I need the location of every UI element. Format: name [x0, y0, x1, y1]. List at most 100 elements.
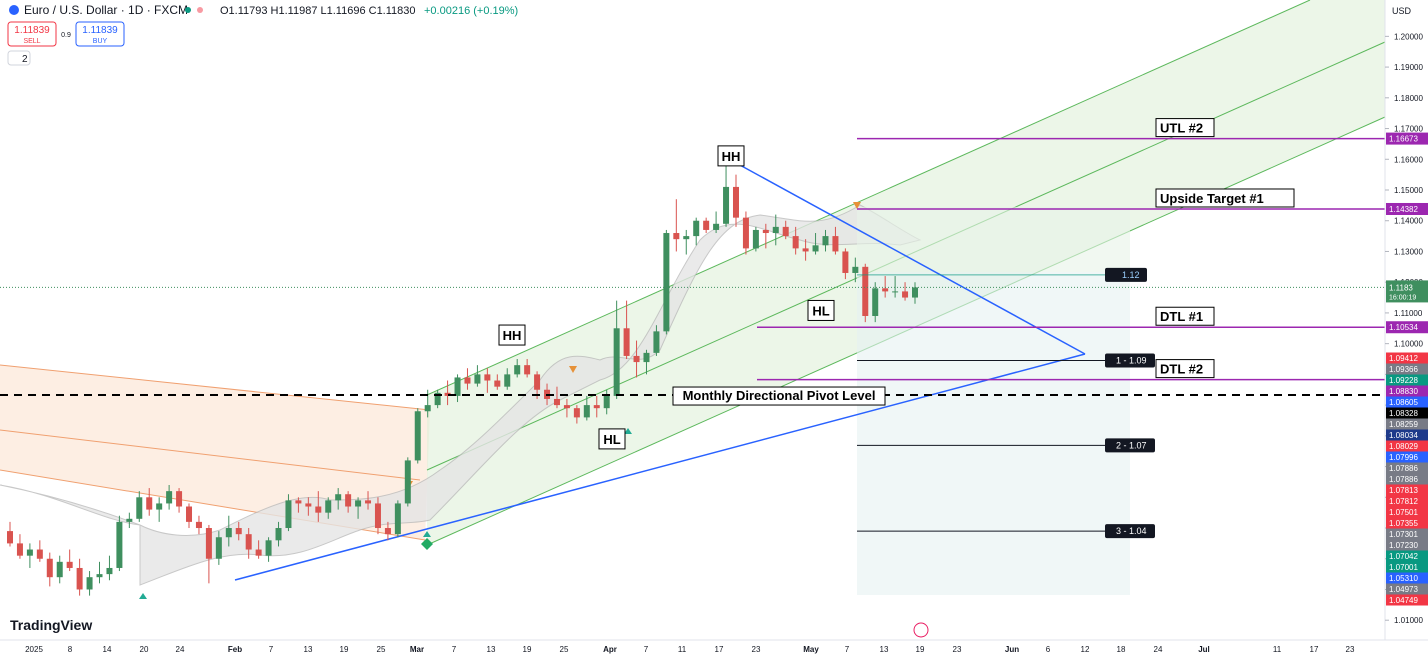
candle-body: [166, 491, 173, 504]
x-tick-label: 19: [340, 645, 349, 654]
candle-body: [494, 380, 501, 387]
x-tick-label: 18: [1117, 645, 1126, 654]
x-tick-label: 17: [715, 645, 724, 654]
x-tick-label: 25: [377, 645, 386, 654]
candle-body: [583, 405, 590, 418]
ohlc: O1.11793 H1.11987 L1.11696 C1.11830: [220, 5, 416, 17]
candle-body: [265, 540, 272, 556]
price-tag-label: 1.07230: [1389, 541, 1418, 550]
price-tag: [1386, 572, 1428, 584]
axis: 1.20000 1.19000 1.18000 1.17000 1.16000 1.150…: [25, 32, 1428, 654]
candle-body: [703, 220, 710, 230]
x-tick-label: 13: [304, 645, 313, 654]
sell-label: SELL: [23, 38, 40, 45]
level-label: DTL #1: [1160, 309, 1203, 324]
candle-body: [384, 528, 391, 535]
target-box: [1105, 524, 1155, 539]
channel-line: [0, 364, 431, 411]
level-price-tag: [1386, 202, 1428, 215]
indicators-toggle[interactable]: [7, 50, 31, 66]
trend-line: [737, 163, 1086, 355]
signal-marker: [139, 593, 147, 599]
price-tag: [1386, 374, 1428, 386]
signal-marker: [853, 202, 861, 209]
candle-body: [255, 549, 262, 556]
candle-body: [414, 411, 421, 461]
level-price-tag: [1386, 321, 1428, 334]
candle-body: [623, 328, 630, 356]
candle-body: [842, 251, 849, 273]
spread: 0.9: [61, 32, 71, 39]
candle-body: [215, 537, 222, 559]
price-tag-label: 1.09228: [1389, 376, 1418, 385]
level-label-box: [1155, 359, 1215, 379]
candle-body: [723, 186, 730, 224]
x-tick-label: Jun: [1005, 645, 1019, 654]
x-tick-label: Apr: [603, 645, 617, 654]
candle-body: [176, 491, 183, 507]
level-price: 1.10534: [1389, 323, 1418, 332]
candle-body: [912, 287, 918, 298]
signal-marker: [423, 531, 431, 537]
sell-button[interactable]: [7, 21, 57, 47]
candle-body: [205, 528, 212, 559]
candle-body: [593, 405, 600, 409]
x-tick-label: 11: [678, 645, 687, 654]
target-label: 3 - 1.04: [1116, 526, 1147, 536]
status-dot: [197, 7, 203, 13]
candle-body: [882, 288, 889, 292]
candle-body: [116, 521, 123, 568]
x-tick-label: 11: [1273, 645, 1282, 654]
candle-body: [524, 365, 531, 375]
candle-body: [563, 405, 570, 409]
candle-body: [732, 186, 739, 218]
candle-body: [504, 374, 511, 387]
price-tag-label: 1.07886: [1389, 464, 1418, 473]
candle-body: [245, 534, 252, 550]
status-dot: [185, 7, 191, 13]
annotation: HL: [812, 303, 829, 318]
candle-body: [86, 577, 93, 590]
price-tag: [1386, 429, 1428, 441]
candle-body: [186, 506, 193, 522]
signal-marker: [569, 366, 577, 373]
buy-label: BUY: [93, 38, 108, 45]
annotation-box: [598, 428, 626, 450]
candle-body: [424, 405, 431, 412]
y-tick-label: 1.15000: [1394, 186, 1423, 195]
x-tick-label: 7: [644, 645, 649, 654]
event-icon[interactable]: [913, 622, 929, 638]
y-tick-label: 1.14000: [1394, 217, 1423, 226]
candle-body: [96, 574, 103, 578]
price-tag-label: 1.05310: [1389, 574, 1418, 583]
price-tag-label: 1.08328: [1389, 409, 1418, 418]
x-tick-label: 20: [140, 645, 149, 654]
y-tick-label: 1.10000: [1394, 340, 1423, 349]
candle-body: [573, 408, 580, 418]
countdown: 16:00:19: [1389, 294, 1416, 301]
candle-body: [295, 500, 302, 504]
candle-body: [862, 266, 869, 316]
x-tick-label: 25: [560, 645, 569, 654]
price-tag-label: 1.08830: [1389, 387, 1418, 396]
candle-body: [852, 266, 859, 273]
candle-body: [782, 226, 789, 237]
plot: Monthly Directional Pivot Level UTL #2 Ups…: [0, 118, 1385, 596]
level-price: 1.16673: [1389, 135, 1418, 144]
price-tag-label: 1.07813: [1389, 486, 1418, 495]
candle-body: [394, 503, 401, 535]
price-tag: [1386, 561, 1428, 573]
buy-button[interactable]: [75, 21, 125, 47]
candle-body: [335, 494, 342, 501]
level-price: 1.14382: [1389, 205, 1418, 214]
candle-body: [156, 503, 163, 510]
x-tick-label: 23: [1346, 645, 1355, 654]
candle-body: [66, 561, 73, 568]
x-tick-label: 7: [269, 645, 274, 654]
target-label: 2 - 1.07: [1116, 440, 1147, 450]
candle-body: [365, 500, 372, 504]
price-tag: [1386, 539, 1428, 551]
candle-body: [36, 549, 43, 559]
candle-body: [56, 561, 63, 578]
candle-body: [126, 518, 133, 522]
